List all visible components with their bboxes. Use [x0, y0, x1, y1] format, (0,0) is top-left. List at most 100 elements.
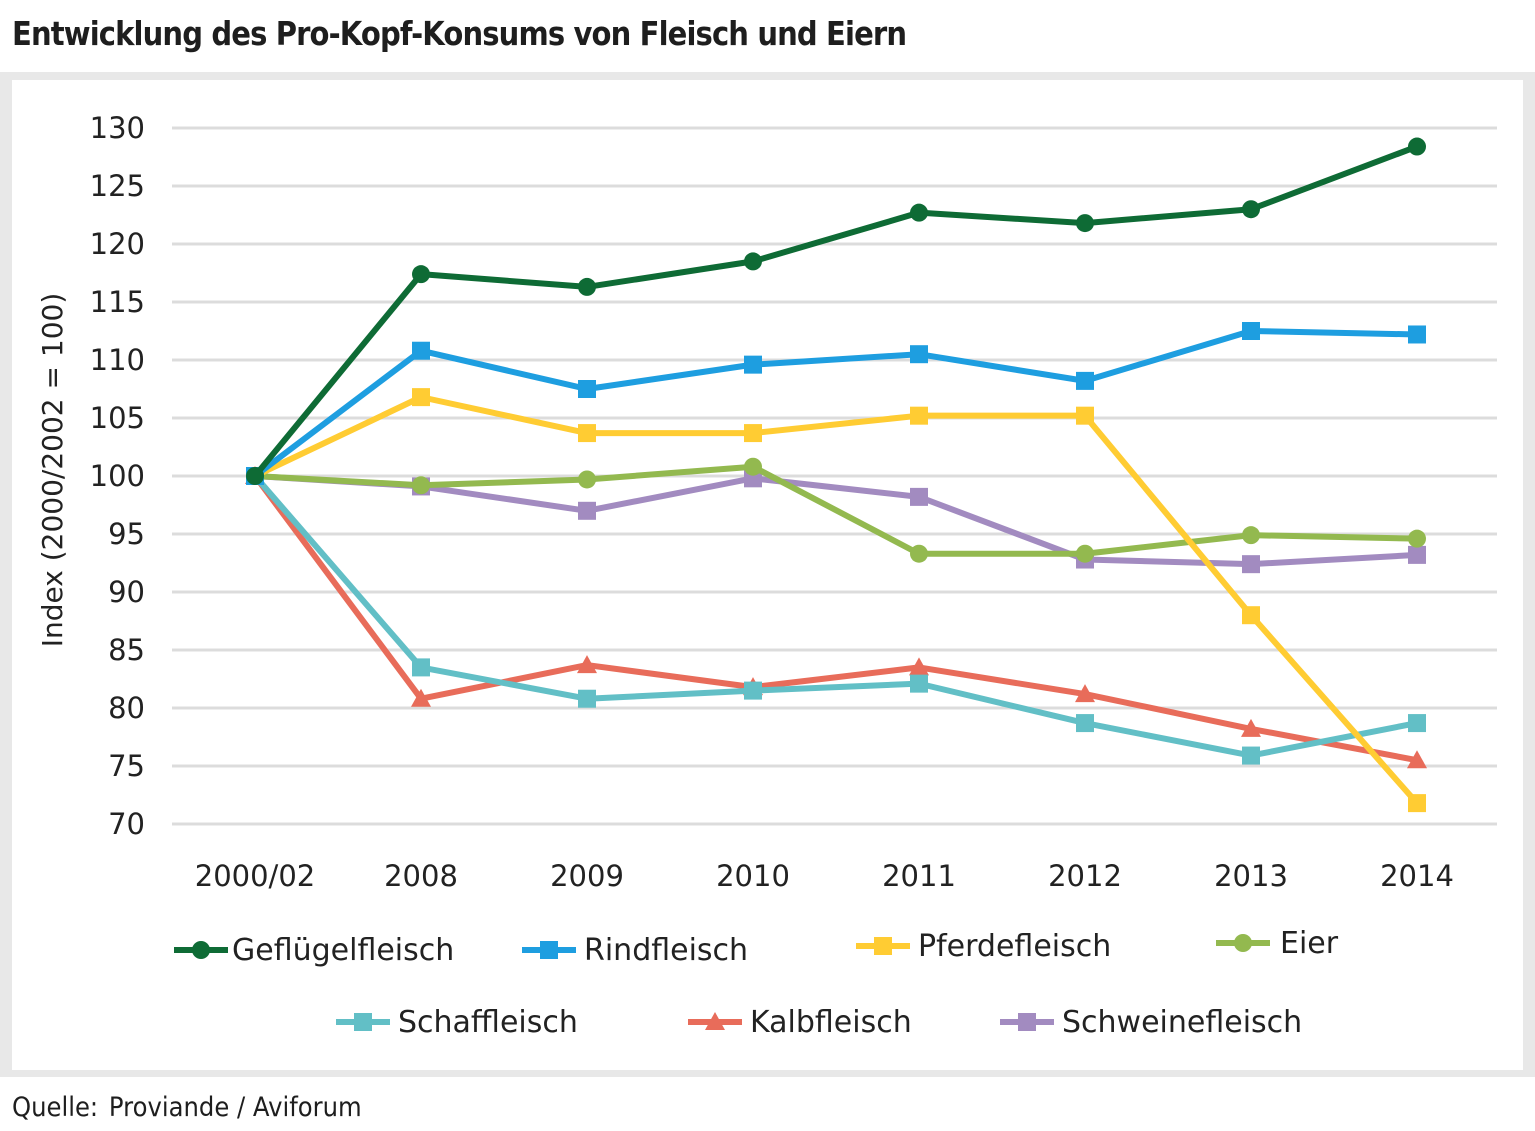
y-tick-labels: 70 75 80 85 90 95 100 105 110 115 120 125 130	[90, 111, 145, 841]
data-point	[578, 424, 596, 443]
y-tick-label: 130	[90, 111, 145, 145]
series-eier	[246, 457, 1426, 563]
data-point	[1408, 545, 1426, 564]
data-point	[744, 424, 762, 443]
series-line	[252, 328, 1420, 479]
plot-area	[12, 80, 1523, 1070]
data-point	[744, 252, 762, 271]
data-point	[578, 470, 596, 489]
x-tick-labels: 2000/02 2008 2009 2010 2011 2012 2013 2014	[195, 859, 1454, 893]
y-tick-label: 110	[90, 343, 145, 377]
data-point	[412, 341, 430, 360]
data-point	[1242, 606, 1260, 625]
legend-label: Pferdefleisch	[918, 929, 1111, 964]
data-point	[910, 487, 928, 506]
y-tick-label: 115	[90, 285, 145, 319]
series-lines	[245, 137, 1427, 813]
x-tick-label: 2009	[550, 859, 624, 893]
data-point	[1242, 555, 1260, 574]
data-point	[1075, 684, 1095, 703]
series-line	[252, 463, 1420, 557]
data-point	[578, 689, 596, 708]
source-label: Quelle:	[12, 1092, 99, 1123]
legend-item-kalbfleisch: Kalbfleisch	[688, 1005, 912, 1040]
data-point	[744, 355, 762, 374]
legend-item-eier: Eier	[1216, 926, 1339, 961]
y-tick-label: 75	[108, 749, 145, 783]
series-schaffleisch	[246, 467, 1426, 765]
x-tick-label: 2013	[1214, 859, 1288, 893]
legend-item-pferdefleisch: Pferdefleisch	[856, 929, 1111, 964]
series-line	[252, 473, 1420, 759]
series-line	[252, 473, 1420, 764]
legend-swatch-marker	[540, 941, 558, 959]
legend: Geflügelfleisch Rindfleisch Pferdefleisch E…	[174, 926, 1339, 1040]
data-point	[1242, 526, 1260, 545]
series-gefluegelfleisch	[246, 137, 1426, 485]
legend-swatch-marker	[1018, 1013, 1036, 1031]
data-point	[910, 345, 928, 364]
data-point	[1076, 406, 1094, 425]
data-point	[909, 657, 929, 676]
source-line: Quelle: Proviande / Aviforum	[12, 1092, 362, 1123]
data-point	[744, 457, 762, 476]
source-value: Proviande / Aviforum	[108, 1092, 362, 1123]
y-tick-label: 95	[108, 517, 145, 551]
data-point	[910, 674, 928, 693]
data-point	[412, 658, 430, 677]
data-point	[412, 476, 430, 495]
data-point	[578, 501, 596, 520]
data-point	[246, 467, 264, 485]
y-tick-label: 80	[108, 691, 145, 725]
y-tick-label: 85	[108, 633, 145, 667]
data-point	[1076, 544, 1094, 563]
y-tick-label: 125	[90, 169, 145, 203]
legend-label: Rindfleisch	[584, 933, 748, 968]
series-line	[252, 473, 1420, 568]
legend-item-schaffleisch: Schaffleisch	[336, 1005, 578, 1040]
legend-label: Schaffleisch	[398, 1005, 578, 1040]
y-axis-label: Index (2000/2002 = 100)	[36, 293, 69, 647]
legend-swatch-marker	[1234, 934, 1252, 952]
data-point	[1408, 325, 1426, 344]
x-tick-label: 2008	[384, 859, 458, 893]
y-tick-label: 90	[108, 575, 145, 609]
legend-swatch-marker	[705, 1012, 725, 1030]
data-point	[910, 544, 928, 563]
data-point	[578, 380, 596, 398]
data-point	[1076, 214, 1094, 233]
data-point	[1076, 714, 1094, 733]
data-point	[412, 388, 430, 407]
x-tick-label: 2011	[882, 859, 956, 893]
data-point	[744, 681, 762, 700]
data-point	[1408, 714, 1426, 733]
data-point	[412, 265, 430, 284]
legend-label: Geflügelfleisch	[232, 933, 454, 968]
data-point	[1408, 137, 1426, 156]
legend-item-schweinefleisch: Schweinefleisch	[1000, 1005, 1302, 1040]
data-point	[578, 277, 596, 296]
y-tick-label: 120	[90, 227, 145, 261]
series-pferdefleisch	[246, 388, 1426, 813]
legend-swatch-marker	[354, 1013, 372, 1031]
data-point	[910, 406, 928, 425]
data-point	[1408, 529, 1426, 548]
y-tick-label: 70	[108, 807, 145, 841]
series-line	[252, 394, 1420, 807]
legend-label: Kalbfleisch	[750, 1005, 912, 1040]
legend-label: Eier	[1280, 926, 1339, 961]
gridlines	[172, 126, 1497, 826]
page-title: Entwicklung des Pro-Kopf-Konsums von Fle…	[12, 14, 907, 53]
data-point	[1408, 794, 1426, 813]
data-point	[910, 203, 928, 222]
series-line	[252, 143, 1420, 479]
legend-item-gefluegelfleisch: Geflügelfleisch	[174, 933, 454, 968]
data-point	[1242, 322, 1260, 340]
data-point	[411, 688, 431, 707]
legend-label: Schweinefleisch	[1062, 1005, 1302, 1040]
x-tick-label: 2014	[1380, 859, 1454, 893]
legend-swatch-marker	[192, 941, 210, 959]
x-tick-label: 2012	[1048, 859, 1122, 893]
data-point	[1076, 371, 1094, 390]
